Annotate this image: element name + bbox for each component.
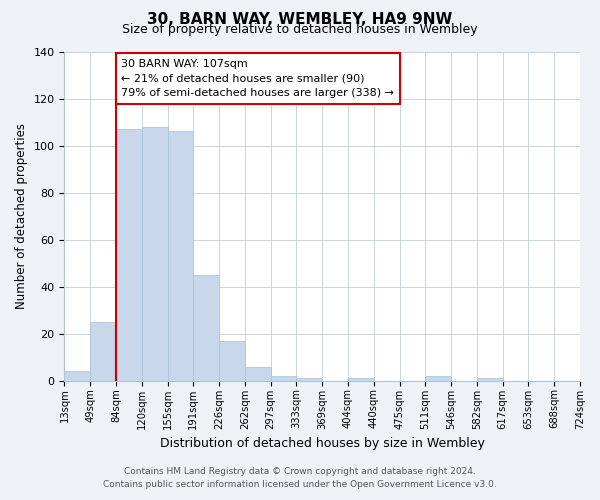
X-axis label: Distribution of detached houses by size in Wembley: Distribution of detached houses by size …: [160, 437, 485, 450]
Text: Size of property relative to detached houses in Wembley: Size of property relative to detached ho…: [122, 22, 478, 36]
Bar: [219, 340, 245, 380]
Bar: [296, 378, 322, 380]
Bar: [271, 376, 296, 380]
Text: 30, BARN WAY, WEMBLEY, HA9 9NW: 30, BARN WAY, WEMBLEY, HA9 9NW: [148, 12, 452, 26]
Bar: [142, 126, 167, 380]
Bar: [167, 132, 193, 380]
Bar: [90, 322, 116, 380]
Text: Contains HM Land Registry data © Crown copyright and database right 2024.
Contai: Contains HM Land Registry data © Crown c…: [103, 468, 497, 489]
Text: 30 BARN WAY: 107sqm
← 21% of detached houses are smaller (90)
79% of semi-detach: 30 BARN WAY: 107sqm ← 21% of detached ho…: [121, 58, 394, 98]
Bar: [116, 129, 142, 380]
Bar: [64, 371, 90, 380]
Bar: [193, 275, 219, 380]
Bar: [245, 366, 271, 380]
Y-axis label: Number of detached properties: Number of detached properties: [15, 123, 28, 309]
Bar: [477, 378, 503, 380]
Bar: [348, 378, 374, 380]
Bar: [425, 376, 451, 380]
